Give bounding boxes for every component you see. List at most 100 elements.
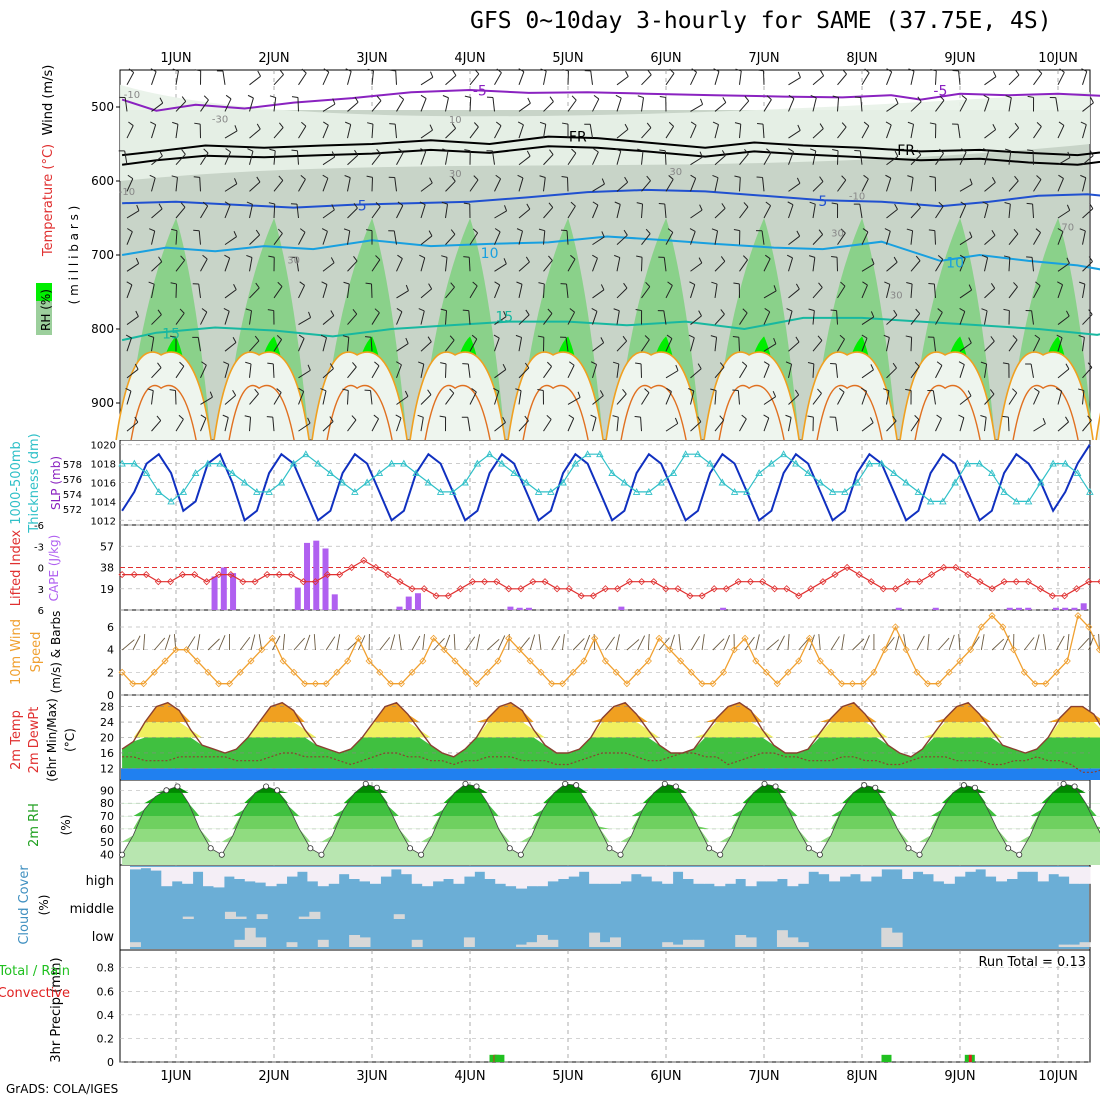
- surface-wind-barb: [538, 634, 542, 651]
- wind-barb: [494, 72, 502, 86]
- wind-marker: [548, 680, 556, 688]
- wind-barb-flag: [1004, 202, 1011, 205]
- wind-barb: [836, 310, 838, 325]
- wind-marker: [601, 657, 609, 665]
- wind-barb: [396, 258, 403, 272]
- wind-marker: [569, 668, 577, 676]
- wind-barb-flag: [126, 281, 133, 286]
- wind-barb-flag: [989, 389, 995, 395]
- cloud-low-bar: [349, 935, 361, 947]
- wind-barb-flag: [332, 98, 336, 105]
- cloud-high-bar: [933, 867, 945, 882]
- wind-barb: [175, 259, 186, 272]
- wind-barb: [491, 150, 495, 165]
- wind-barb: [347, 71, 352, 85]
- wind-barb-flag: [788, 148, 794, 153]
- wind-barb: [1082, 390, 1085, 405]
- wind-barb: [224, 395, 236, 405]
- wind-barb-flag: [959, 307, 966, 312]
- wind-barb: [788, 341, 800, 352]
- wind-barb: [322, 231, 328, 245]
- wind-barb-flag: [472, 281, 478, 287]
- thickness-marker: [596, 450, 604, 458]
- wind-barb: [249, 204, 253, 219]
- cloud-high-bar: [912, 867, 924, 872]
- cloud-high-bar: [943, 867, 955, 884]
- lifted-marker: [903, 578, 912, 586]
- wind-barb-flag: [365, 336, 372, 338]
- wind-barb: [812, 97, 817, 112]
- wind-barb: [592, 258, 598, 272]
- wind-barb-flag: [254, 388, 259, 395]
- wind-barb-flag: [405, 337, 409, 344]
- contour-label: -10: [849, 191, 865, 202]
- wind-barb: [322, 124, 329, 139]
- wind-barb-flag: [883, 388, 890, 392]
- wind-barb-flag: [395, 414, 402, 419]
- lifted-marker: [891, 585, 899, 593]
- thickness-marker: [338, 478, 347, 486]
- wind-barb-flag: [688, 388, 695, 392]
- wind-barb: [714, 230, 719, 245]
- wind-barb-flag: [1027, 95, 1034, 98]
- wind-barb-flag: [797, 124, 801, 131]
- wind-barb: [272, 363, 275, 378]
- wind-barb: [984, 129, 996, 139]
- thickness-marker: [289, 459, 298, 467]
- wind-barb-flag: [354, 149, 359, 156]
- wind-barb: [640, 417, 642, 432]
- wind-barb-flag: [127, 174, 134, 180]
- wind-barb: [1082, 420, 1092, 432]
- wind-barb: [347, 154, 359, 166]
- wind-barb-flag: [810, 148, 816, 152]
- wind-marker: [881, 646, 889, 654]
- wind-barb: [910, 71, 915, 85]
- wind-barb-flag: [647, 69, 652, 76]
- wind-barb: [910, 154, 922, 166]
- rh-marker: [905, 845, 912, 852]
- wind-barb: [959, 236, 973, 246]
- temp-bell-contour-inner: [914, 384, 981, 441]
- wind-barb: [616, 128, 629, 139]
- lifted-marker: [1048, 592, 1057, 600]
- wind-barb: [494, 125, 502, 139]
- wind-barb: [518, 337, 523, 352]
- wind-barb-flag: [568, 414, 574, 419]
- wind-barb-flag: [179, 308, 185, 314]
- wind-barb: [370, 390, 373, 405]
- wind-barb-flag: [773, 285, 777, 292]
- wind-barb-flag: [674, 417, 679, 424]
- wind-barb: [151, 155, 163, 166]
- wind-barb: [933, 337, 936, 352]
- lifted-marker: [1024, 578, 1032, 586]
- wind-marker: [215, 680, 223, 688]
- wind-barb: [396, 205, 404, 219]
- wind-barb-flag: [440, 362, 447, 365]
- cloud-low-bar: [1058, 944, 1070, 947]
- wind-barb-flag: [742, 308, 748, 314]
- wind-barb: [690, 315, 702, 325]
- wind-barb: [861, 316, 875, 325]
- wind-barb-flag: [352, 309, 358, 315]
- wind-barb: [394, 177, 397, 192]
- wind-barb: [494, 316, 507, 325]
- wind-barb-flag: [353, 202, 358, 209]
- wind-barb-flag: [958, 361, 965, 365]
- thickness-marker: [767, 459, 776, 467]
- wind-barb-flag: [526, 203, 531, 210]
- wind-barb-flag: [734, 122, 741, 125]
- wind-barb: [1033, 423, 1046, 432]
- wind-barb: [761, 230, 765, 245]
- wind-barb-flag: [839, 388, 845, 393]
- wind-barb: [322, 178, 329, 192]
- wind-barb: [151, 124, 157, 139]
- day-tick-bottom: 10JUN: [1038, 1069, 1078, 1084]
- wind-barb: [445, 310, 448, 325]
- thickness-marker: [436, 488, 445, 495]
- temp-bell-contour: [1095, 412, 1100, 441]
- wind-barb-flag: [1077, 388, 1085, 392]
- wind-barb: [788, 235, 800, 246]
- wind-barb-flag: [841, 175, 847, 181]
- rh-marker: [672, 783, 679, 790]
- wind-barb: [910, 419, 920, 432]
